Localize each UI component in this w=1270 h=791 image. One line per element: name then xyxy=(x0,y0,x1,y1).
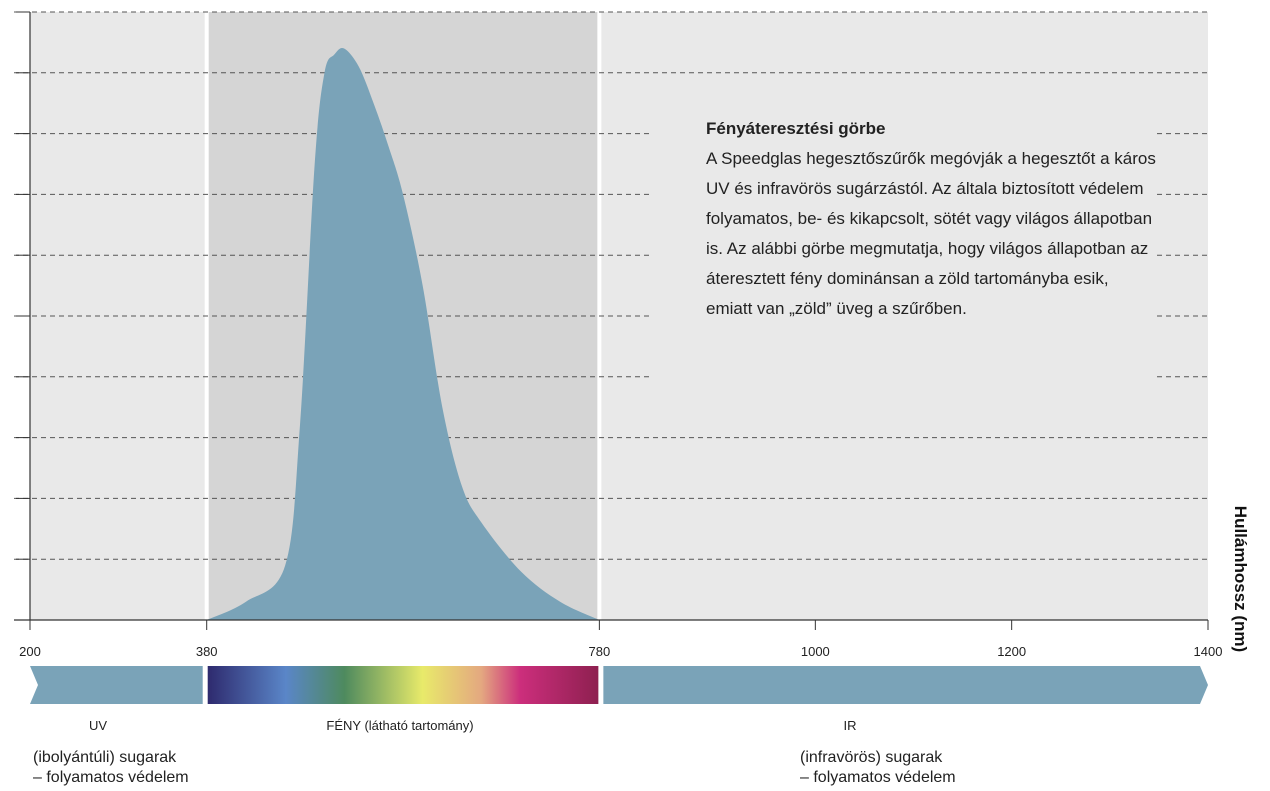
uv-band-arrow xyxy=(30,666,203,704)
info-title: Fényáteresztési görbe xyxy=(706,119,886,138)
info-text: A Speedglas hegesztőszűrők megóvják a he… xyxy=(706,149,1156,318)
uv-desc-line2: – folyamatos védelem xyxy=(33,769,189,786)
ir-desc-line2: – folyamatos védelem xyxy=(800,769,956,786)
info-box: Fényáteresztési görbe A Speedglas hegesz… xyxy=(706,114,1156,324)
light-band-label: FÉNY (látható tartomány) xyxy=(326,718,474,733)
ir-band-label: IR xyxy=(843,718,857,733)
transmission-curve xyxy=(206,47,600,621)
y-axis-label: Hullámhossz (nm) xyxy=(1231,505,1250,653)
uv-desc-line1: (ibolyántúli) sugarak xyxy=(33,749,177,766)
ir-band-description: (infravörös) sugarak – folyamatos védele… xyxy=(800,748,956,788)
x-tick-label: 1000 xyxy=(801,644,830,659)
x-tick-label: 1400 xyxy=(1194,644,1223,659)
x-tick-label: 200 xyxy=(19,644,41,659)
x-tick-label: 780 xyxy=(589,644,611,659)
info-box-background xyxy=(652,108,1157,398)
x-tick-label: 1200 xyxy=(997,644,1026,659)
visible-spectrum-band xyxy=(207,666,599,704)
ir-desc-line1: (infravörös) sugarak xyxy=(800,749,943,766)
uv-band-label: UV xyxy=(88,718,108,733)
x-tick-label: 380 xyxy=(196,644,218,659)
ir-band-arrow xyxy=(603,666,1208,704)
uv-band-description: (ibolyántúli) sugarak – folyamatos védel… xyxy=(33,748,189,788)
